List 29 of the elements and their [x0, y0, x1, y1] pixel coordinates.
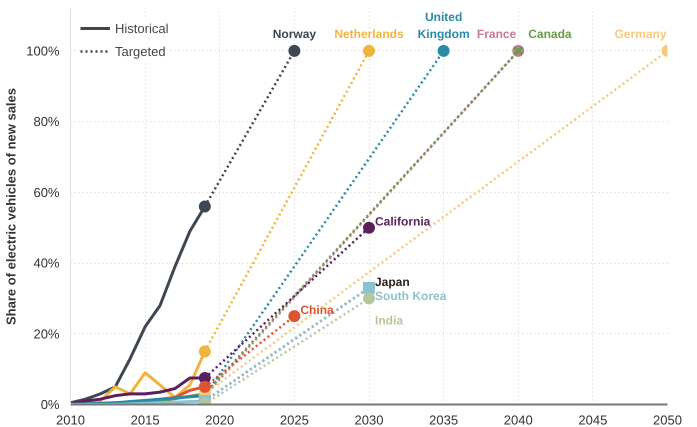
series-label: India: [375, 313, 404, 328]
x-tick-label: 2015: [130, 412, 160, 427]
series-label: Canada: [528, 26, 572, 41]
series-label: France: [476, 26, 517, 41]
y-tick-label: 40%: [33, 256, 60, 271]
series-label: Japan: [375, 274, 410, 289]
x-tick-label: 2035: [429, 412, 458, 427]
annotation: Historical: [115, 20, 168, 36]
series-label: South Korea: [375, 288, 447, 303]
y-axis-title: Share of electric vehicles of new sales: [3, 88, 18, 325]
x-tick-label: 2045: [578, 412, 608, 427]
x-tick-label: 2010: [56, 412, 85, 427]
y-tick-label: 60%: [33, 184, 60, 200]
series-label: China: [300, 303, 334, 318]
y-tick-label: 0%: [40, 397, 60, 412]
x-tick-label: 2025: [280, 412, 309, 427]
annotation: Targeted: [115, 44, 166, 58]
y-tick-label: 80%: [33, 114, 60, 130]
x-tick-label: 2020: [205, 412, 234, 427]
series-label: California: [375, 214, 431, 229]
y-tick-label: 100%: [26, 43, 60, 58]
series-label: United Kingdom: [418, 10, 470, 41]
series-label: Norway: [272, 26, 316, 41]
x-tick-label: 2040: [504, 412, 533, 427]
x-tick-label: 2030: [354, 412, 384, 427]
x-tick-label: 2050: [653, 412, 682, 427]
y-tick-label: 20%: [33, 326, 60, 342]
series-label: Germany: [614, 26, 667, 41]
series-label: Netherlands: [334, 26, 404, 41]
